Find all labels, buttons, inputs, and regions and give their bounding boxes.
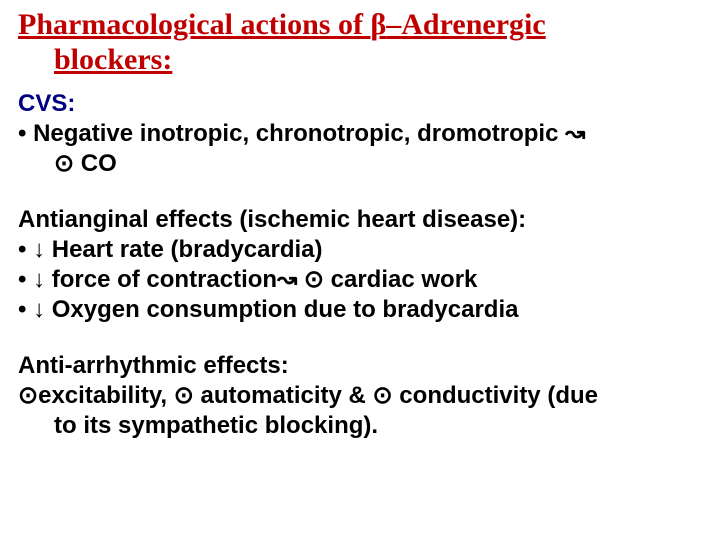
beta-symbol: β [370, 8, 386, 41]
antianginal-heading: Antianginal effects (ischemic heart dise… [18, 205, 702, 235]
cvs-line1: • Negative inotropic, chronotropic, drom… [18, 119, 702, 149]
antiarrhythmic-heading: Anti-arrhythmic effects: [18, 351, 702, 381]
antianginal-line2: • ↓ force of contraction↝ ⊙ cardiac work [18, 265, 702, 295]
slide: Pharmacological actions of β–Adrenergic … [0, 0, 720, 540]
cvs-heading: CVS: [18, 89, 702, 119]
title-line1b: –Adrenergic [386, 8, 545, 41]
title-line2: blockers: [18, 43, 702, 78]
antianginal-line1: • ↓ Heart rate (bradycardia) [18, 235, 702, 265]
antianginal-section: Antianginal effects (ischemic heart dise… [18, 205, 702, 325]
antiarrhythmic-line2: to its sympathetic blocking). [18, 411, 702, 441]
cvs-line2: ⊙ CO [18, 149, 702, 179]
antiarrhythmic-line1: ⊙excitability, ⊙ automaticity & ⊙ conduc… [18, 381, 702, 411]
slide-title: Pharmacological actions of β–Adrenergic … [18, 8, 702, 77]
antiarrhythmic-section: Anti-arrhythmic effects: ⊙excitability, … [18, 351, 702, 441]
cvs-section: CVS: • Negative inotropic, chronotropic,… [18, 89, 702, 179]
antianginal-line3: • ↓ Oxygen consumption due to bradycardi… [18, 295, 702, 325]
title-line1a: Pharmacological actions of [18, 8, 370, 41]
